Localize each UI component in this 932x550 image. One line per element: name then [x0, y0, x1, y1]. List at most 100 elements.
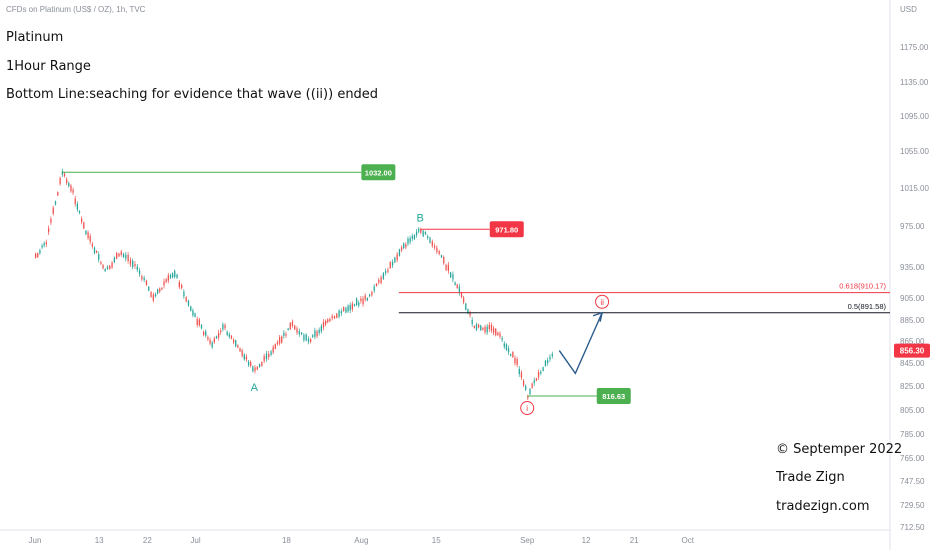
candle-body [252, 366, 254, 372]
candle-body [134, 264, 136, 266]
candle-body [129, 259, 132, 265]
candle-body [178, 281, 180, 288]
candle-body [45, 242, 47, 245]
candle-body [512, 351, 514, 358]
candle-body [312, 335, 314, 337]
candle-body [503, 343, 505, 347]
candle-body [303, 334, 305, 341]
candle-body [150, 292, 152, 297]
candle-body [224, 325, 226, 329]
candle-body [347, 305, 349, 312]
candle-body [291, 321, 294, 326]
candle-body [378, 279, 380, 283]
candle-body [63, 173, 66, 177]
projection-path [558, 312, 603, 375]
x-tick-label: 22 [143, 536, 152, 545]
candle-body [469, 312, 471, 316]
y-tick-label: 1175.00 [900, 43, 929, 52]
candle-body [340, 311, 343, 314]
wave-label: i [526, 404, 528, 413]
candle-body [338, 310, 340, 317]
candle-body [447, 264, 450, 272]
candle-body [480, 325, 482, 331]
candle-body [72, 189, 74, 193]
candle-body [85, 230, 87, 235]
candle-body [59, 178, 61, 185]
price-level-tag [361, 164, 396, 181]
candle-body [501, 338, 503, 340]
candle-body [420, 229, 422, 233]
candle-body [456, 284, 458, 288]
candle-body [343, 307, 345, 312]
price-level-tag [596, 388, 631, 405]
candle-body [477, 324, 480, 328]
wave-label: A [251, 382, 259, 394]
wave-circle [595, 294, 610, 309]
x-tick-label: Jul [190, 536, 200, 545]
timeframe-label: 1Hour Range [6, 59, 91, 74]
x-tick-label: 13 [95, 536, 104, 545]
candle-body [213, 338, 215, 343]
candle-body [239, 348, 241, 352]
candle-body [452, 274, 454, 280]
candle-body [440, 255, 443, 258]
candle-body [66, 179, 68, 183]
wave-circle [520, 401, 535, 416]
candle-body [375, 283, 378, 286]
candle-body [35, 253, 37, 258]
candle-body [235, 340, 237, 347]
candle-body [241, 350, 243, 356]
candle-body [245, 356, 248, 360]
y-tick-label: 1095.00 [900, 112, 929, 121]
candle-body [250, 361, 252, 366]
candle-body [169, 274, 172, 278]
y-tick-label: 885.00 [900, 316, 925, 325]
x-tick-label: 18 [282, 536, 291, 545]
candle-body [522, 380, 525, 386]
brand-name: Trade Zign [776, 470, 845, 485]
candle-body [98, 254, 100, 260]
candle-body [274, 344, 276, 349]
last-price-tag [894, 343, 930, 358]
candle-body [120, 251, 122, 255]
y-tick-label: 712.50 [900, 523, 925, 532]
y-tick-label: 747.50 [900, 477, 925, 486]
candle-body [394, 257, 396, 263]
price-level-label: 816.63 [602, 392, 625, 401]
candle-body [322, 322, 325, 328]
price-level-label: 971.80 [495, 225, 518, 234]
candle-body [351, 303, 354, 310]
last-price-label: 856.30 [900, 347, 925, 356]
candle-body [91, 244, 94, 247]
candle-body [400, 247, 403, 251]
candle-body [289, 322, 291, 330]
y-tick-label: 785.00 [900, 430, 925, 439]
y-tick-label: 825.00 [900, 382, 925, 391]
candle-body [433, 245, 436, 248]
candle-body [76, 203, 79, 210]
candle-body [50, 218, 52, 223]
candle-body [43, 243, 45, 246]
candle-body [70, 185, 72, 192]
candle-body [74, 198, 76, 204]
candle-body [37, 253, 39, 258]
candle-body [391, 261, 394, 266]
candle-body [298, 331, 300, 335]
candle-body [368, 294, 371, 297]
candle-body [237, 345, 239, 348]
y-tick-label: 805.00 [900, 406, 925, 415]
candle-body [427, 236, 429, 238]
candle-body [116, 252, 118, 259]
candle-body [492, 328, 495, 333]
candle-body [230, 335, 233, 339]
candle-body [247, 361, 250, 366]
y-tick-label: 1015.00 [900, 184, 929, 193]
candle-body [482, 328, 484, 330]
candle-body [54, 201, 57, 205]
projection-arrowhead [592, 311, 604, 322]
candle-body [431, 241, 433, 247]
candle-body [200, 325, 203, 329]
candle-body [364, 295, 366, 300]
candle-body [145, 280, 148, 285]
